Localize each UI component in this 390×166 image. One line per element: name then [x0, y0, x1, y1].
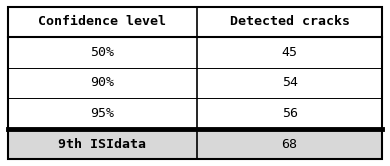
Text: 45: 45	[282, 46, 298, 59]
Text: 90%: 90%	[90, 77, 114, 89]
Text: 50%: 50%	[90, 46, 114, 59]
Text: Confidence level: Confidence level	[38, 15, 167, 28]
Text: 95%: 95%	[90, 107, 114, 120]
Bar	[8, 129, 382, 159]
Text: Detected cracks: Detected cracks	[230, 15, 349, 28]
Text: 54: 54	[282, 77, 298, 89]
Text: 56: 56	[282, 107, 298, 120]
Text: 9th ISIdata: 9th ISIdata	[58, 138, 146, 151]
Text: 68: 68	[282, 138, 298, 151]
